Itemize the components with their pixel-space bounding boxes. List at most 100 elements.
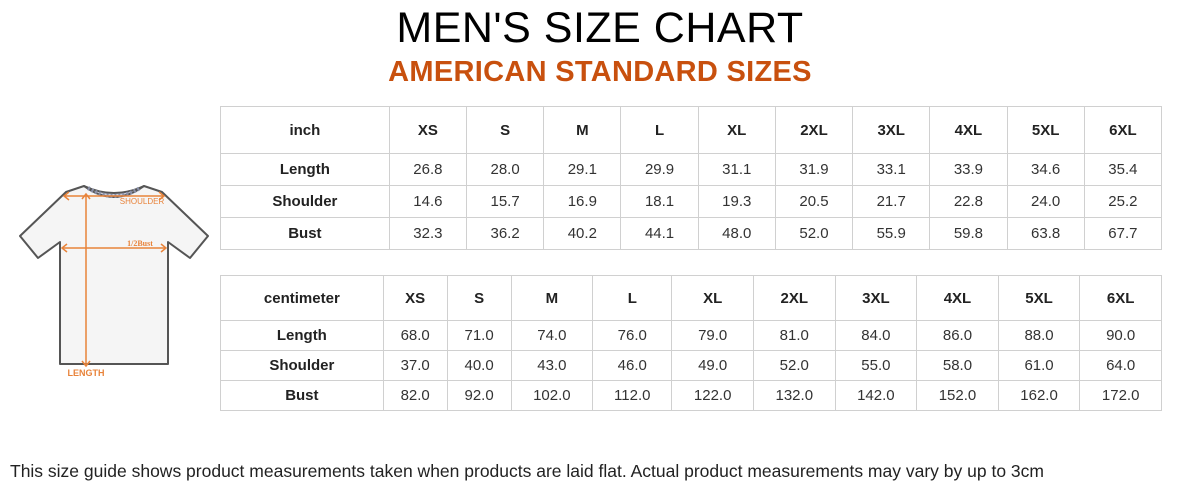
table-cell: 112.0 — [592, 380, 673, 411]
page-subtitle: AMERICAN STANDARD SIZES — [388, 56, 812, 88]
table-cell: 55.0 — [834, 350, 918, 381]
table-cell: 63.8 — [1006, 217, 1085, 250]
table-cell: 67.7 — [1083, 217, 1163, 250]
size-header: M — [543, 106, 622, 154]
table-cell: 46.0 — [592, 350, 673, 381]
table-cell: 122.0 — [671, 380, 754, 411]
table-cell: 64.0 — [1079, 350, 1162, 381]
table-cell: 81.0 — [752, 320, 836, 351]
table-cell: 25.2 — [1083, 185, 1163, 218]
table-cell: 86.0 — [916, 320, 999, 351]
table-cell: 49.0 — [671, 350, 754, 381]
size-header: 2XL — [774, 106, 854, 154]
table-cell: 71.0 — [446, 320, 512, 351]
unit-label: centimeter — [220, 275, 384, 321]
table-cell: 37.0 — [382, 350, 448, 381]
table-cell: 33.9 — [929, 153, 1008, 186]
row-label: Bust — [220, 217, 390, 250]
shoulder-label: SHOULDER — [120, 197, 165, 206]
tshirt-measurement-diagram: SHOULDER 1/2Bust LENGTH — [19, 185, 209, 378]
size-header: 4XL — [916, 275, 999, 321]
table-cell: 52.0 — [752, 350, 836, 381]
size-header: 2XL — [752, 275, 836, 321]
size-header: XS — [382, 275, 448, 321]
table-cell: 18.1 — [620, 185, 699, 218]
table-cell: 102.0 — [510, 380, 594, 411]
table-cell: 59.8 — [929, 217, 1008, 250]
table-cell: 132.0 — [752, 380, 836, 411]
table-cell: 172.0 — [1079, 380, 1162, 411]
size-header: 4XL — [929, 106, 1008, 154]
table-cell: 34.6 — [1006, 153, 1085, 186]
table-cell: 88.0 — [997, 320, 1081, 351]
table-cell: 16.9 — [543, 185, 622, 218]
table-cell: 24.0 — [1006, 185, 1085, 218]
table-cell: 35.4 — [1083, 153, 1163, 186]
row-label: Length — [220, 153, 390, 186]
table-cell: 58.0 — [916, 350, 999, 381]
row-label: Shoulder — [220, 185, 390, 218]
table-cell: 15.7 — [465, 185, 545, 218]
table-cell: 90.0 — [1079, 320, 1162, 351]
table-cell: 84.0 — [834, 320, 918, 351]
size-guide-note: This size guide shows product measuremen… — [10, 461, 1044, 481]
table-cell: 74.0 — [510, 320, 594, 351]
centimeter-size-table: centimeter XS S M L XL 2XL 3XL 4XL 5XL 6… — [220, 275, 1162, 411]
table-cell: 21.7 — [852, 185, 931, 218]
size-header: 5XL — [1006, 106, 1085, 154]
table-cell: 61.0 — [997, 350, 1081, 381]
table-row: Bust 32.3 36.2 40.2 44.1 48.0 52.0 55.9 … — [220, 217, 1163, 250]
table-row: Length 26.8 28.0 29.1 29.9 31.1 31.9 33.… — [220, 153, 1163, 186]
page-title: MEN'S SIZE CHART — [396, 4, 804, 52]
size-header: 3XL — [834, 275, 918, 321]
table-row: Shoulder 37.0 40.0 43.0 46.0 49.0 52.0 5… — [220, 350, 1162, 381]
size-header: S — [446, 275, 512, 321]
unit-label: inch — [220, 106, 390, 154]
table-cell: 20.5 — [774, 185, 854, 218]
table-cell: 142.0 — [834, 380, 918, 411]
size-header: L — [620, 106, 699, 154]
table-cell: 40.0 — [446, 350, 512, 381]
table-header-row: inch XS S M L XL 2XL 3XL 4XL 5XL 6XL — [220, 106, 1163, 154]
table-cell: 29.1 — [543, 153, 622, 186]
table-cell: 44.1 — [620, 217, 699, 250]
size-header: 3XL — [852, 106, 931, 154]
table-cell: 29.9 — [620, 153, 699, 186]
size-header: L — [592, 275, 673, 321]
table-cell: 82.0 — [382, 380, 448, 411]
row-label: Shoulder — [220, 350, 384, 381]
row-label: Length — [220, 320, 384, 351]
size-header: XS — [388, 106, 468, 154]
size-header: M — [510, 275, 594, 321]
table-cell: 26.8 — [388, 153, 468, 186]
length-label: LENGTH — [68, 368, 105, 378]
table-cell: 31.9 — [774, 153, 854, 186]
table-cell: 43.0 — [510, 350, 594, 381]
table-cell: 31.1 — [697, 153, 776, 186]
size-header: 6XL — [1083, 106, 1163, 154]
size-header: XL — [697, 106, 776, 154]
size-header: S — [465, 106, 545, 154]
size-header: 5XL — [997, 275, 1081, 321]
table-cell: 55.9 — [852, 217, 931, 250]
row-label: Bust — [220, 380, 384, 411]
tshirt-outline — [19, 185, 209, 365]
table-cell: 76.0 — [592, 320, 673, 351]
table-row: Shoulder 14.6 15.7 16.9 18.1 19.3 20.5 2… — [220, 185, 1163, 218]
table-cell: 52.0 — [774, 217, 854, 250]
table-cell: 14.6 — [388, 185, 468, 218]
table-cell: 28.0 — [465, 153, 545, 186]
table-cell: 92.0 — [446, 380, 512, 411]
table-cell: 48.0 — [697, 217, 776, 250]
table-cell: 79.0 — [671, 320, 754, 351]
table-row: Length 68.0 71.0 74.0 76.0 79.0 81.0 84.… — [220, 320, 1162, 351]
table-cell: 152.0 — [916, 380, 999, 411]
table-cell: 19.3 — [697, 185, 776, 218]
table-cell: 36.2 — [465, 217, 545, 250]
table-cell: 162.0 — [997, 380, 1081, 411]
table-cell: 40.2 — [543, 217, 622, 250]
table-row: Bust 82.0 92.0 102.0 112.0 122.0 132.0 1… — [220, 380, 1162, 411]
table-cell: 32.3 — [388, 217, 468, 250]
bust-label: 1/2Bust — [127, 239, 153, 248]
inch-size-table: inch XS S M L XL 2XL 3XL 4XL 5XL 6XL Len… — [220, 106, 1163, 250]
